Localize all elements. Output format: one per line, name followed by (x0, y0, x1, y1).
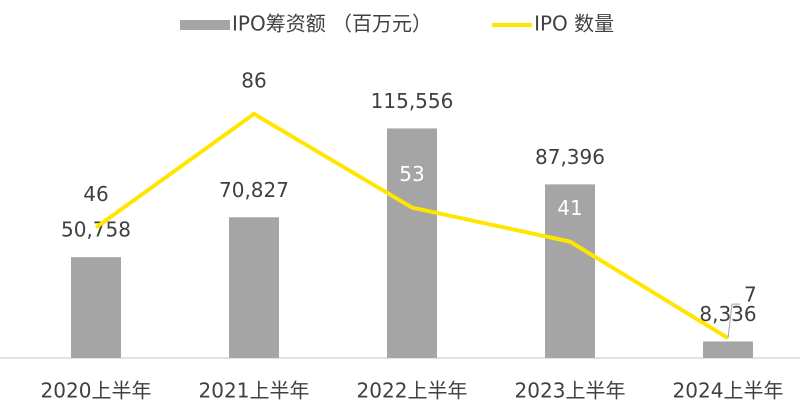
bar (71, 257, 121, 358)
line-value-label: 7 (744, 283, 757, 307)
bar (545, 184, 595, 358)
bar-value-label: 87,396 (535, 145, 605, 169)
line-value-label: 86 (241, 68, 266, 92)
legend-label: IPO筹资额 （百万元） (232, 12, 432, 36)
legend-swatch (180, 20, 230, 30)
bar-value-label: 70,827 (219, 178, 289, 202)
bar-value-label: 50,758 (61, 218, 131, 242)
bar-value-label: 8,336 (699, 302, 756, 326)
bar (229, 217, 279, 358)
line-value-label: 41 (557, 196, 582, 220)
line-value-label: 46 (83, 182, 108, 206)
bar (387, 128, 437, 358)
x-tick-label: 2023上半年 (515, 379, 626, 403)
x-tick-label: 2020上半年 (41, 379, 152, 403)
x-tick-label: 2022上半年 (357, 379, 468, 403)
bar (703, 341, 753, 358)
legend-label: IPO 数量 (534, 12, 614, 36)
leader-line (727, 303, 740, 339)
x-tick-label: 2024上半年 (673, 379, 784, 403)
line-value-label: 53 (399, 162, 424, 186)
bar-value-label: 115,556 (371, 89, 454, 113)
line (94, 111, 730, 340)
x-tick-label: 2021上半年 (199, 379, 310, 403)
